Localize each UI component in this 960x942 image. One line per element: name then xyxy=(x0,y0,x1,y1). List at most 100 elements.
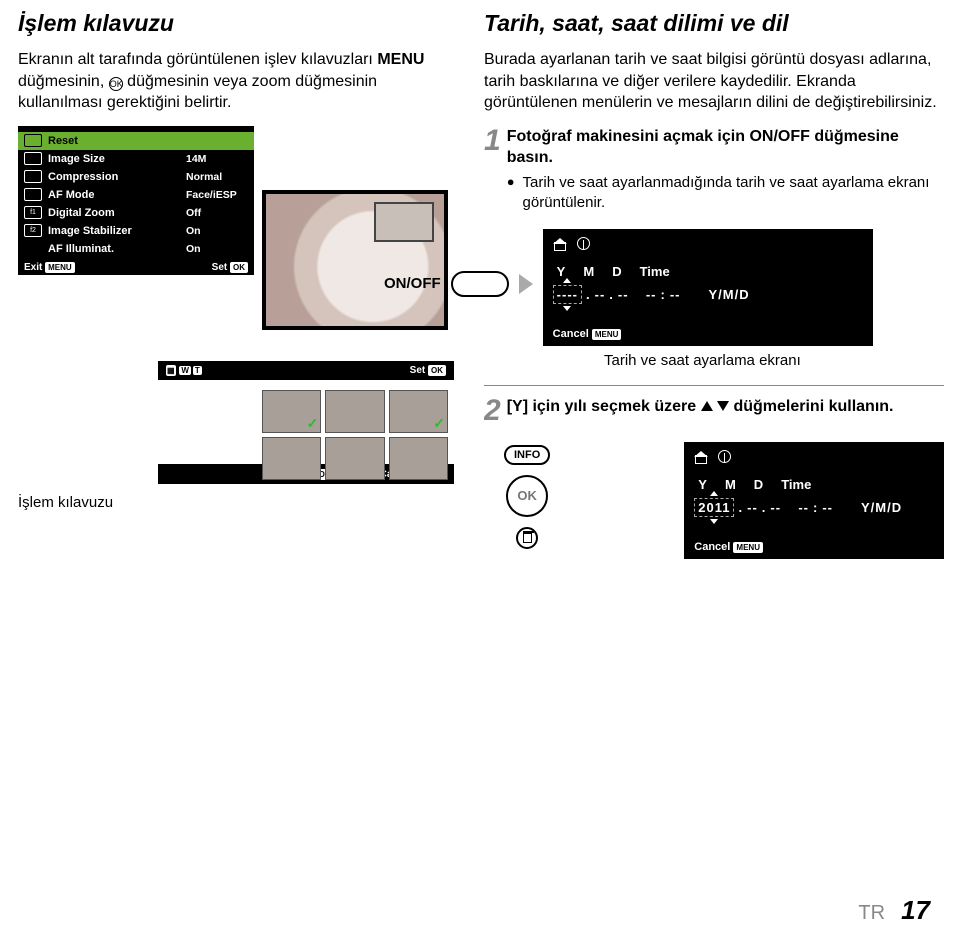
thumb[interactable] xyxy=(262,437,321,480)
intro-menu: MENU xyxy=(377,51,424,68)
menu-row[interactable]: AF Mode Face/iESP xyxy=(24,186,248,204)
zoom-group-icon: ▦ xyxy=(166,365,176,376)
thumb[interactable] xyxy=(389,437,448,480)
hd-m: M xyxy=(583,264,594,279)
exit-label[interactable]: Exit MENU xyxy=(24,262,75,273)
ok-button-icon: OK xyxy=(230,262,248,273)
control-stack: INFO OK xyxy=(504,445,550,549)
thumbnail-strip xyxy=(262,390,448,480)
trash-icon xyxy=(523,533,532,543)
menu-row[interactable]: f2 Image Stabilizer On xyxy=(24,222,248,240)
menu-row[interactable]: Image Size 14M xyxy=(24,150,248,168)
set-label[interactable]: Set OK xyxy=(212,262,248,273)
camera-icon xyxy=(24,152,42,165)
page-number: 17 xyxy=(901,895,930,926)
clock-icon xyxy=(718,450,731,463)
mi-val: Face/iESP xyxy=(186,189,248,201)
clock-icon xyxy=(577,237,590,250)
trash-button[interactable] xyxy=(516,527,538,549)
lcd-screen-1: Y M D Time ----.--.-- --:-- Y/M/D Cancel… xyxy=(543,229,873,346)
intro-a: Ekranın alt tarafında görüntülenen işlev… xyxy=(18,51,377,68)
left-intro: Ekranın alt tarafında görüntülenen işlev… xyxy=(18,49,454,114)
intro-c: düğmesinin, xyxy=(18,73,109,90)
triangle-down-icon xyxy=(717,401,729,411)
menu-button-icon: MENU xyxy=(592,329,622,340)
lang-code: TR xyxy=(858,902,885,925)
set-label[interactable]: Set OK xyxy=(410,365,446,376)
v: -- xyxy=(822,500,833,515)
thumb[interactable] xyxy=(325,390,384,433)
hd-time: Time xyxy=(781,477,811,492)
mi-label: Image Size xyxy=(48,153,186,165)
ok-icon: OK xyxy=(109,77,123,91)
bullet-icon: ● xyxy=(507,173,515,214)
zoom-bar: ▦ WT Set OK xyxy=(158,361,454,380)
mi-val: On xyxy=(186,225,248,237)
lcd-cancel[interactable]: Cancel MENU xyxy=(694,541,934,553)
ymd-format: Y/M/D xyxy=(861,500,902,515)
year-field[interactable]: ---- xyxy=(553,285,582,304)
step-2-number: 2 xyxy=(484,396,501,426)
menu-row-reset[interactable]: Reset xyxy=(18,132,254,150)
mi-val: On xyxy=(186,243,248,255)
triangle-up-icon xyxy=(701,401,713,411)
hd-y: Y xyxy=(557,264,566,279)
mi-val: Normal xyxy=(186,171,248,183)
hd-m: M xyxy=(725,477,736,492)
w-button: W xyxy=(179,366,191,375)
mi-val: 14M xyxy=(186,153,248,165)
left-caption: İşlem kılavuzu xyxy=(18,494,454,511)
hd-d: D xyxy=(754,477,763,492)
step-2: 2 [Y] için yılı seçmek üzere düğmelerini… xyxy=(484,396,944,426)
compress-icon xyxy=(24,170,42,183)
hd-y: Y xyxy=(698,477,707,492)
mi-label: Compression xyxy=(48,171,186,183)
mi-label: Digital Zoom xyxy=(48,207,186,219)
s1a: Fotoğraf makinesini açmak için xyxy=(507,128,750,145)
menu-row[interactable]: Compression Normal xyxy=(24,168,248,186)
s2b: düğmelerini kullanın. xyxy=(729,398,893,415)
photo-preview xyxy=(262,190,448,330)
menu-row[interactable]: AF Illuminat. On xyxy=(24,240,248,258)
page-footer: TR 17 xyxy=(858,895,930,926)
year-field[interactable]: 2011 xyxy=(694,498,734,517)
menu-row[interactable]: f1 Digital Zoom Off xyxy=(24,204,248,222)
t-button: T xyxy=(193,366,202,375)
lcd1-caption: Tarih ve saat ayarlama ekranı xyxy=(604,352,944,369)
arrow-right-icon xyxy=(519,274,533,294)
camera-icon xyxy=(24,134,42,147)
right-intro: Burada ayarlanan tarih ve saat bilgisi g… xyxy=(484,49,944,114)
onoff-button[interactable] xyxy=(451,271,509,297)
mi-val: Off xyxy=(186,207,248,219)
step-1-number: 1 xyxy=(484,126,501,156)
thumb[interactable] xyxy=(262,390,321,433)
step1-bullet: ● Tarih ve saat ayarlanmadığında tarih v… xyxy=(507,173,944,214)
onoff-group: ON/OFF xyxy=(384,271,533,297)
ok-dial-button[interactable]: OK xyxy=(506,475,548,517)
s2a: [Y] için yılı seçmek üzere xyxy=(507,398,701,415)
camera-menu-panel: Reset Image Size 14M Compression Normal … xyxy=(18,126,254,275)
home-icon xyxy=(553,238,567,250)
wrench-icon: f1 xyxy=(24,206,42,219)
v: -- xyxy=(618,287,629,302)
bullet-text: Tarih ve saat ayarlanmadığında tarih ve … xyxy=(523,173,944,214)
thumb[interactable] xyxy=(389,390,448,433)
zoom-wt[interactable]: ▦ WT xyxy=(166,365,203,376)
v: -- xyxy=(595,287,606,302)
mi-label: Image Stabilizer xyxy=(48,225,186,237)
v: -- xyxy=(798,500,809,515)
mi-label: AF Mode xyxy=(48,189,186,201)
info-button[interactable]: INFO xyxy=(504,445,550,465)
play-icon xyxy=(24,188,42,201)
home-icon xyxy=(694,451,708,463)
menu-button-icon: MENU xyxy=(733,542,763,553)
hd-d: D xyxy=(612,264,621,279)
v: -- xyxy=(646,287,657,302)
s1b: ON/OFF xyxy=(749,128,809,145)
hd-time: Time xyxy=(640,264,670,279)
mi-label: AF Illuminat. xyxy=(48,243,186,255)
wrench-icon: f2 xyxy=(24,224,42,237)
lcd-cancel[interactable]: Cancel MENU xyxy=(553,328,863,340)
right-title: Tarih, saat, saat dilimi ve dil xyxy=(484,10,944,37)
thumb[interactable] xyxy=(325,437,384,480)
